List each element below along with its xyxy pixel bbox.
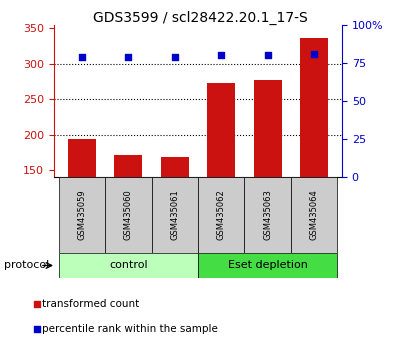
Text: GDS3599 / scl28422.20.1_17-S: GDS3599 / scl28422.20.1_17-S: [93, 11, 307, 25]
Text: percentile rank within the sample: percentile rank within the sample: [42, 324, 218, 334]
FancyBboxPatch shape: [198, 177, 244, 253]
Point: [79, 54, 85, 59]
FancyBboxPatch shape: [198, 253, 337, 278]
FancyBboxPatch shape: [59, 253, 198, 278]
Text: GSM435061: GSM435061: [170, 190, 179, 240]
Point: [218, 52, 224, 58]
Point: [311, 51, 317, 57]
Bar: [161, 157, 189, 177]
Bar: [114, 155, 142, 177]
FancyBboxPatch shape: [291, 177, 337, 253]
FancyBboxPatch shape: [244, 177, 291, 253]
Point: [34, 302, 40, 307]
Point: [125, 54, 132, 59]
Text: GSM435060: GSM435060: [124, 190, 133, 240]
Text: protocol: protocol: [4, 261, 49, 270]
Text: transformed count: transformed count: [42, 299, 139, 309]
Bar: [68, 139, 96, 177]
FancyBboxPatch shape: [59, 177, 105, 253]
Point: [172, 54, 178, 59]
Text: GSM435062: GSM435062: [217, 190, 226, 240]
Bar: [254, 80, 282, 177]
Bar: [300, 38, 328, 177]
Text: control: control: [109, 261, 148, 270]
FancyBboxPatch shape: [105, 177, 152, 253]
Text: Eset depletion: Eset depletion: [228, 261, 308, 270]
Text: GSM435059: GSM435059: [77, 190, 86, 240]
Point: [264, 52, 271, 58]
Text: GSM435064: GSM435064: [310, 190, 319, 240]
Bar: [207, 83, 235, 177]
FancyBboxPatch shape: [152, 177, 198, 253]
Text: GSM435063: GSM435063: [263, 190, 272, 240]
Point: [34, 326, 40, 332]
